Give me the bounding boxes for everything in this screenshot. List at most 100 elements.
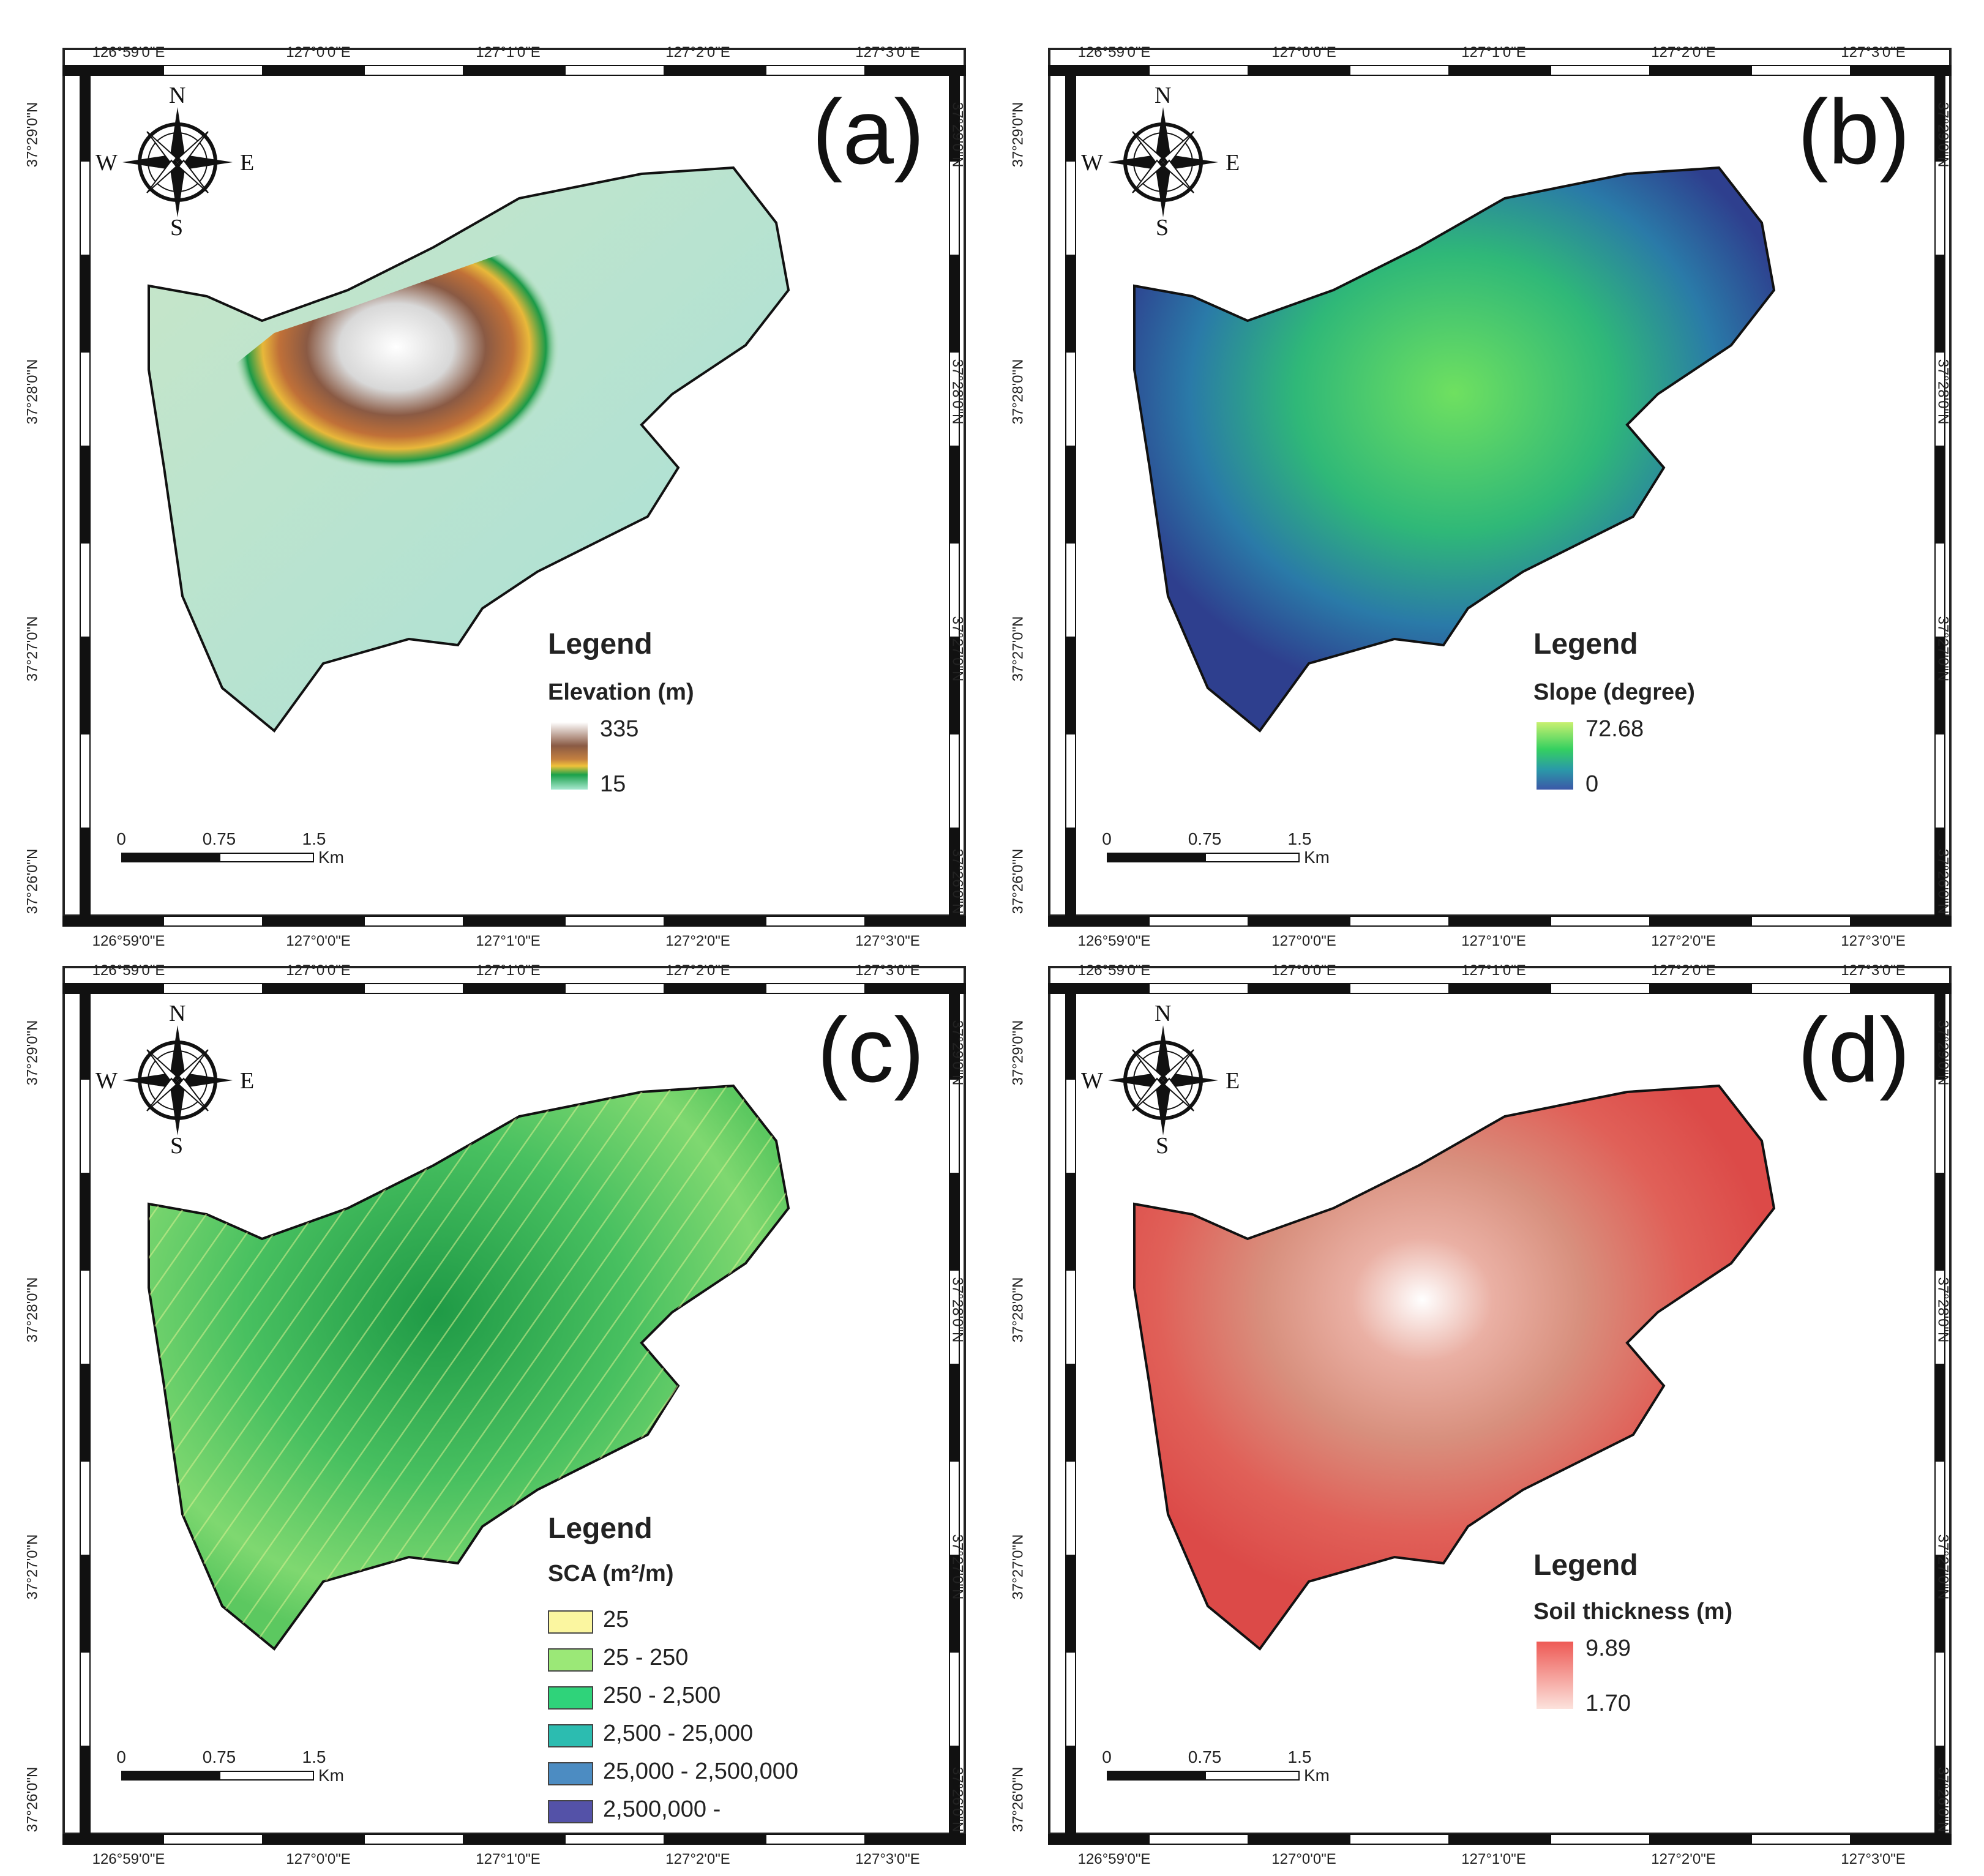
- sca-class-label: 2,500,000 -: [603, 1796, 721, 1822]
- latitude-label: 37°29'0"N: [1009, 1020, 1027, 1086]
- legend-subtitle: Elevation (m): [548, 679, 694, 705]
- latitude-label: 37°26'0"N: [24, 1766, 41, 1833]
- longitude-label: 126°59'0"E: [1077, 933, 1151, 949]
- map-panel-c: (c) N S W E Legend SCA (m²/m) 25 25 - 250…: [24, 930, 992, 1867]
- longitude-label: 127°3'0"E: [1841, 44, 1906, 61]
- legend-min: 15: [600, 771, 626, 797]
- longitude-label: 127°2'0"E: [1651, 1851, 1716, 1867]
- legend-min: 0: [1585, 771, 1599, 797]
- compass-e: E: [240, 1068, 255, 1094]
- legend-subtitle: Soil thickness (m): [1533, 1599, 1733, 1624]
- elevation-highlands: [201, 223, 666, 578]
- latitude-label: 37°28'0"N: [1009, 1277, 1027, 1343]
- latitude-label: 37°27'0"N: [949, 616, 966, 682]
- soil-color-ramp: [1537, 1642, 1573, 1709]
- scale-bar: 0 0.75 1.5 Km: [1102, 829, 1364, 872]
- map-panel-b: (b) N S W E Legend Slope (degree) 72.68 …: [1009, 12, 1977, 949]
- latitude-label: 37°27'0"N: [24, 616, 41, 682]
- latitude-label: 37°26'0"N: [1934, 848, 1952, 914]
- frame-graticule-left: [1065, 983, 1076, 1845]
- scale-tick-15: 1.5: [302, 1747, 326, 1766]
- longitude-label: 127°0'0"E: [286, 933, 351, 949]
- longitude-label: 127°3'0"E: [855, 933, 920, 949]
- latitude-label: 37°27'0"N: [1009, 616, 1027, 682]
- longitude-label: 127°1'0"E: [476, 44, 541, 61]
- scale-tick-075: 0.75: [202, 829, 236, 848]
- frame-graticule-bottom: [1048, 1834, 1952, 1845]
- longitude-label: 127°0'0"E: [286, 1851, 351, 1867]
- longitude-label: 127°2'0"E: [665, 933, 730, 949]
- frame-graticule-right: [1934, 983, 1945, 1845]
- scale-tick-075: 0.75: [202, 1747, 236, 1766]
- latitude-label: 37°26'0"N: [24, 848, 41, 914]
- latitude-label: 37°28'0"N: [24, 1277, 41, 1343]
- longitude-label: 126°59'0"E: [92, 1851, 165, 1867]
- latitude-label: 37°28'0"N: [1009, 359, 1027, 425]
- compass-n: N: [1155, 1001, 1172, 1026]
- compass-s: S: [1156, 1133, 1169, 1159]
- longitude-label: 127°0'0"E: [1271, 962, 1336, 979]
- slope-map: [1133, 166, 1776, 733]
- scale-tick-0: 0: [116, 1747, 126, 1766]
- panel-label: (c): [817, 998, 924, 1101]
- latitude-label: 37°28'0"N: [1934, 359, 1952, 425]
- compass-e: E: [1226, 1068, 1240, 1094]
- sca-class-label: 25 - 250: [603, 1645, 689, 1670]
- latitude-label: 37°26'0"N: [1009, 848, 1027, 914]
- compass-w: W: [1081, 1068, 1103, 1094]
- latitude-label: 37°26'0"N: [949, 848, 966, 914]
- sca-class-label: 25,000 - 2,500,000: [603, 1758, 799, 1784]
- longitude-label: 127°1'0"E: [476, 962, 541, 979]
- slope-color-ramp: [1537, 722, 1573, 790]
- compass-s: S: [1156, 215, 1169, 241]
- longitude-label: 127°2'0"E: [665, 1851, 730, 1867]
- sca-class-swatch: [548, 1724, 593, 1747]
- compass-e: E: [240, 150, 255, 176]
- latitude-label: 37°29'0"N: [1009, 102, 1027, 168]
- latitude-label: 37°29'0"N: [1934, 1020, 1952, 1086]
- map-panel-a: (a) N S W E Legend Elevation (m) 335 15 …: [24, 12, 992, 949]
- longitude-label: 127°2'0"E: [1651, 962, 1716, 979]
- latitude-label: 37°27'0"N: [1009, 1534, 1027, 1600]
- scale-tick-0: 0: [1102, 829, 1112, 848]
- compass-w: W: [95, 1068, 118, 1094]
- latitude-label: 37°28'0"N: [1934, 1277, 1952, 1343]
- legend-max: 335: [600, 716, 639, 742]
- longitude-label: 126°59'0"E: [1077, 44, 1151, 61]
- compass-w: W: [95, 150, 118, 176]
- longitude-label: 127°2'0"E: [665, 44, 730, 61]
- sca-class-label: 250 - 2,500: [603, 1683, 721, 1708]
- scale-tick-15: 1.5: [1287, 829, 1312, 848]
- longitude-label: 127°1'0"E: [1461, 1851, 1526, 1867]
- study-area-outline: [1133, 1084, 1776, 1651]
- legend-min: 1.70: [1585, 1691, 1631, 1716]
- compass-rose-icon: [1108, 107, 1218, 217]
- frame-graticule-left: [1065, 65, 1076, 927]
- frame-graticule-right: [1934, 65, 1945, 927]
- legend-subtitle: SCA (m²/m): [548, 1561, 674, 1586]
- north-arrow: N S W E: [1081, 83, 1240, 241]
- soil-thickness-map: [1133, 1084, 1776, 1651]
- legend-title: Legend: [548, 1512, 653, 1545]
- compass-n: N: [169, 1001, 186, 1026]
- latitude-label: 37°29'0"N: [24, 1020, 41, 1086]
- scale-tick-075: 0.75: [1188, 1747, 1222, 1766]
- longitude-label: 127°1'0"E: [1461, 962, 1526, 979]
- compass-rose-icon: [122, 1025, 233, 1135]
- longitude-label: 126°59'0"E: [1077, 1851, 1151, 1867]
- elevation-color-ramp: [551, 722, 588, 790]
- scale-bar: 0 0.75 1.5 Km: [116, 1747, 378, 1790]
- frame-graticule-top: [62, 983, 966, 994]
- scale-unit: Km: [1304, 1766, 1330, 1785]
- sca-map: [148, 1084, 790, 1651]
- scale-tick-0: 0: [1102, 1747, 1112, 1766]
- longitude-label: 126°59'0"E: [92, 44, 165, 61]
- longitude-label: 127°1'0"E: [476, 1851, 541, 1867]
- longitude-label: 127°2'0"E: [1651, 44, 1716, 61]
- longitude-label: 127°3'0"E: [855, 962, 920, 979]
- longitude-label: 126°59'0"E: [92, 962, 165, 979]
- scale-tick-075: 0.75: [1188, 829, 1222, 848]
- frame-graticule-bottom: [62, 916, 966, 927]
- sca-class-swatch: [548, 1610, 593, 1634]
- scale-tick-15: 1.5: [1287, 1747, 1312, 1766]
